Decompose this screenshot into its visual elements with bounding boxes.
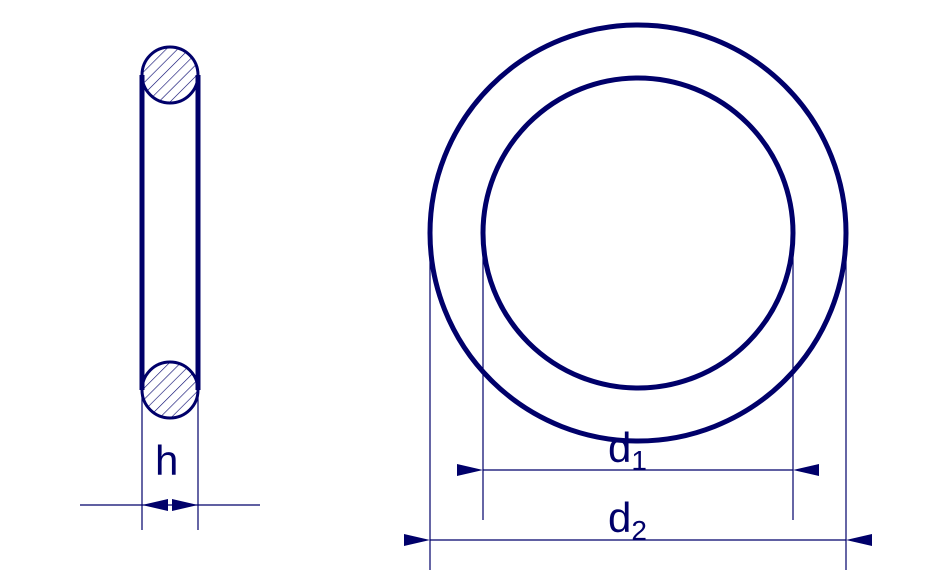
oring-technical-drawing: h d1 d2 [0,0,940,587]
ring-outer [430,25,846,441]
section-circle [142,47,198,103]
dim-label-d2: d2 [608,494,647,546]
dim-label-d1: d1 [608,424,647,476]
section-circle [142,362,198,418]
ring-inner [483,78,793,388]
dim-label-h: h [155,437,178,484]
